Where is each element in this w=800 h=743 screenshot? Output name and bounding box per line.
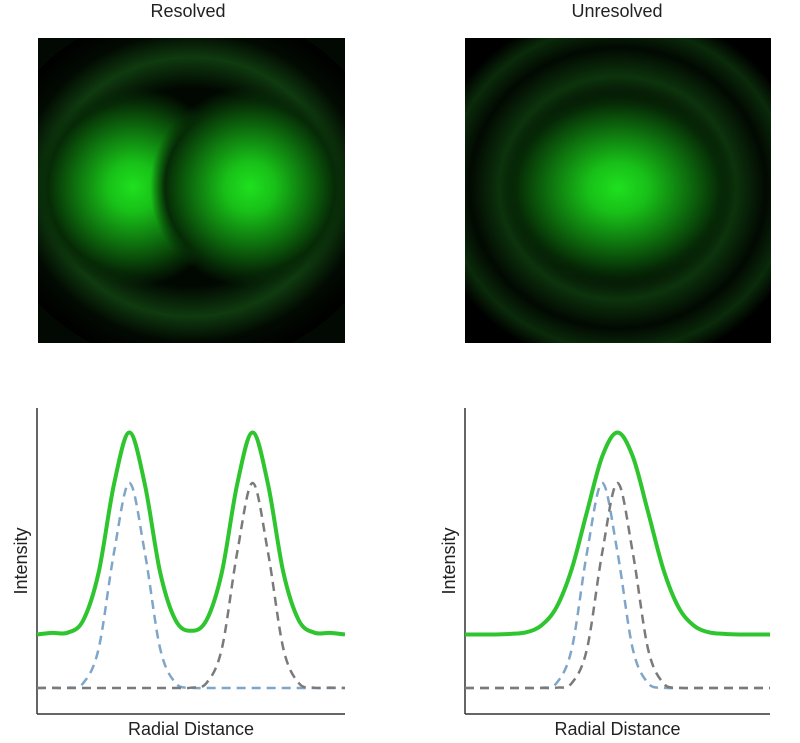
y-axis-label: Intensity: [11, 527, 31, 594]
dashed-line: [37, 481, 346, 690]
y-axis-label: Intensity: [439, 527, 459, 594]
line: [36, 430, 346, 637]
x-axis-label: Radial Distance: [128, 719, 254, 738]
resolved-image: [38, 38, 345, 343]
dashed-line: [465, 481, 770, 690]
line: [465, 430, 770, 637]
dashed-line: [465, 481, 770, 690]
chart-title: Unresolved: [571, 1, 662, 21]
dashed-line: [36, 481, 345, 690]
unresolved-image: [465, 38, 771, 343]
x-axis-label: Radial Distance: [554, 719, 680, 738]
chart-title: Resolved: [150, 1, 225, 21]
